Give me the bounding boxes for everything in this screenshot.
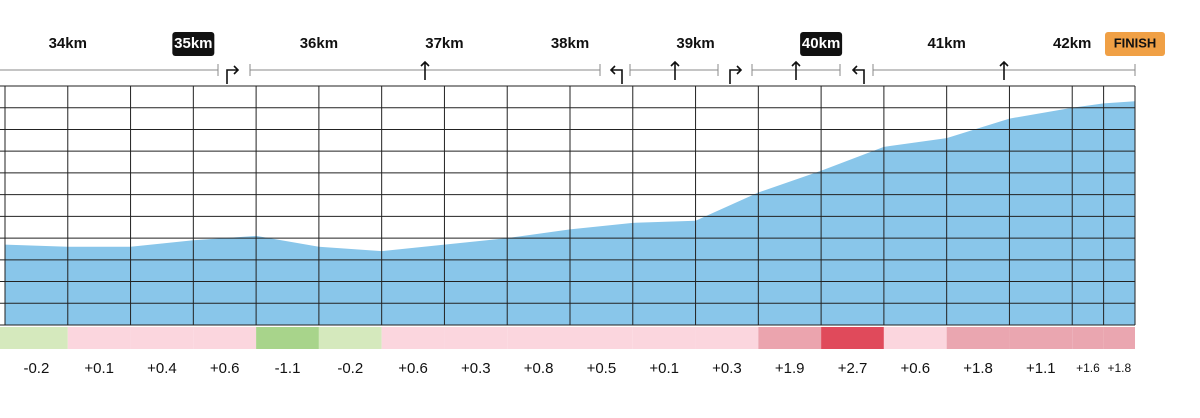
gradient-cell (444, 327, 508, 349)
km-label: FINISH (1114, 35, 1157, 50)
gradient-cell (193, 327, 257, 349)
gradient-cell (130, 327, 194, 349)
turn-arrows (226, 60, 1009, 84)
km-badge (172, 32, 215, 56)
gradient-cell (0, 327, 68, 349)
elevation-area (5, 101, 1135, 325)
gradient-label: -0.2 (337, 360, 363, 377)
km-label: 36km (300, 35, 338, 52)
gradient-cell (821, 327, 884, 349)
gradient-label: +0.3 (712, 360, 742, 377)
gradient-label: +0.1 (649, 360, 679, 377)
gradient-cell (1072, 327, 1104, 349)
km-badge (1105, 32, 1165, 56)
gradient-cell (570, 327, 633, 349)
gradient-label: +0.4 (147, 360, 177, 377)
gradient-cell (318, 327, 382, 349)
gradient-cell (256, 327, 319, 349)
gradient-label: +2.7 (838, 360, 868, 377)
gradient-cell (1103, 327, 1135, 349)
gradient-label: +1.8 (1107, 361, 1131, 375)
gradient-label: +1.8 (963, 360, 993, 377)
km-label: 34km (49, 35, 87, 52)
plot: -0.2 +0.1 +0.4 +0.6 -1.1 -0.2 +0.6 +0.3 +0.8 +0.5… (0, 32, 1165, 377)
gradient-label: +1.9 (775, 360, 805, 377)
gradient-cell (67, 327, 131, 349)
gradient-label: +1.1 (1026, 360, 1056, 377)
gradient-label: +0.5 (587, 360, 617, 377)
gradient-label: -0.2 (23, 360, 49, 377)
gradient-cell (883, 327, 947, 349)
gradient-cell (695, 327, 759, 349)
km-label: 37km (425, 35, 463, 52)
gradient-cell (1009, 327, 1073, 349)
gradient-label: +0.6 (210, 360, 240, 377)
gradient-label: +0.3 (461, 360, 491, 377)
km-badge (800, 32, 843, 56)
route-line (0, 64, 1136, 76)
gradient-cell (946, 327, 1010, 349)
gradient-label: +0.6 (900, 360, 930, 377)
gradient-label: +1.6 (1076, 361, 1100, 375)
gradient-label: +0.8 (524, 360, 554, 377)
gradient-cell (632, 327, 696, 349)
km-label: 39km (676, 35, 714, 52)
gradient-cell (758, 327, 822, 349)
km-label: 40km (802, 35, 840, 52)
gradient-label: -1.1 (275, 360, 301, 377)
gradient-label: +0.6 (398, 360, 428, 377)
gradient-cell (507, 327, 570, 349)
km-label: 42km (1053, 35, 1091, 52)
km-label: 38km (551, 35, 589, 52)
gradient-cell (381, 327, 445, 349)
km-label: 35km (174, 35, 212, 52)
gradient-label: +0.1 (84, 360, 114, 377)
km-label: 41km (927, 35, 965, 52)
